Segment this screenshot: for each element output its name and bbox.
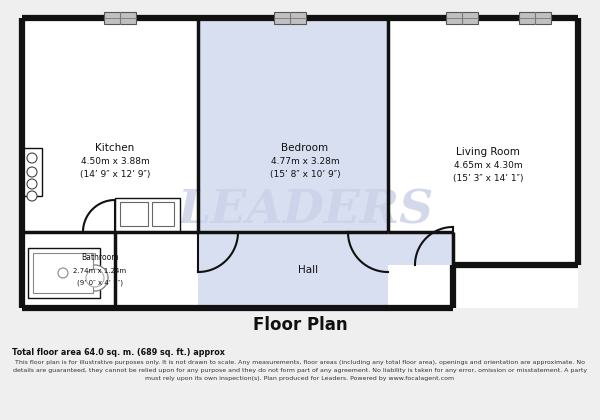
Text: Kitchen: Kitchen <box>95 143 134 153</box>
Bar <box>120 202 148 226</box>
Circle shape <box>82 265 108 291</box>
Bar <box>28 248 100 298</box>
Bar <box>519 12 551 24</box>
Text: (9’ 0″ x 4’ 1″): (9’ 0″ x 4’ 1″) <box>77 280 123 286</box>
Circle shape <box>27 153 37 163</box>
Bar <box>22 148 42 196</box>
Bar <box>33 253 93 293</box>
Bar <box>198 232 388 308</box>
Text: 4.50m x 3.88m: 4.50m x 3.88m <box>80 158 149 166</box>
Text: Floor Plan: Floor Plan <box>253 316 347 334</box>
Text: (14’ 9″ x 12’ 9″): (14’ 9″ x 12’ 9″) <box>80 170 150 178</box>
Text: Living Room: Living Room <box>456 147 520 157</box>
Text: 4.77m x 3.28m: 4.77m x 3.28m <box>271 158 340 166</box>
Text: details are guaranteed, they cannot be relied upon for any purpose and they do n: details are guaranteed, they cannot be r… <box>13 368 587 373</box>
Text: (15’ 8″ x 10’ 9″): (15’ 8″ x 10’ 9″) <box>269 170 340 178</box>
Text: Total floor area 64.0 sq. m. (689 sq. ft.) approx: Total floor area 64.0 sq. m. (689 sq. ft… <box>12 348 225 357</box>
Bar <box>274 12 306 24</box>
Bar <box>152 202 174 226</box>
Circle shape <box>27 191 37 201</box>
Text: Hall: Hall <box>298 265 318 275</box>
Circle shape <box>86 269 104 287</box>
Text: must rely upon its own inspection(s). Plan produced for Leaders. Powered by www.: must rely upon its own inspection(s). Pl… <box>145 376 455 381</box>
Text: Bedroom: Bedroom <box>281 143 329 153</box>
Circle shape <box>58 268 68 278</box>
Text: (15’ 3″ x 14’ 1″): (15’ 3″ x 14’ 1″) <box>453 173 523 183</box>
Circle shape <box>27 167 37 177</box>
Circle shape <box>39 261 57 279</box>
Bar <box>115 198 180 232</box>
Text: Bathroom: Bathroom <box>81 252 119 262</box>
Text: 2.74m x 1.24m: 2.74m x 1.24m <box>73 268 127 274</box>
Text: 4.65m x 4.30m: 4.65m x 4.30m <box>454 162 523 171</box>
Circle shape <box>34 256 62 284</box>
Bar <box>388 232 453 265</box>
Bar <box>198 18 388 232</box>
Text: This floor plan is for illustrative purposes only. It is not drawn to scale. Any: This floor plan is for illustrative purp… <box>15 360 585 365</box>
Circle shape <box>27 179 37 189</box>
Bar <box>22 18 578 308</box>
Text: LEADERS: LEADERS <box>177 187 433 233</box>
Bar <box>446 12 478 24</box>
Bar <box>104 12 136 24</box>
